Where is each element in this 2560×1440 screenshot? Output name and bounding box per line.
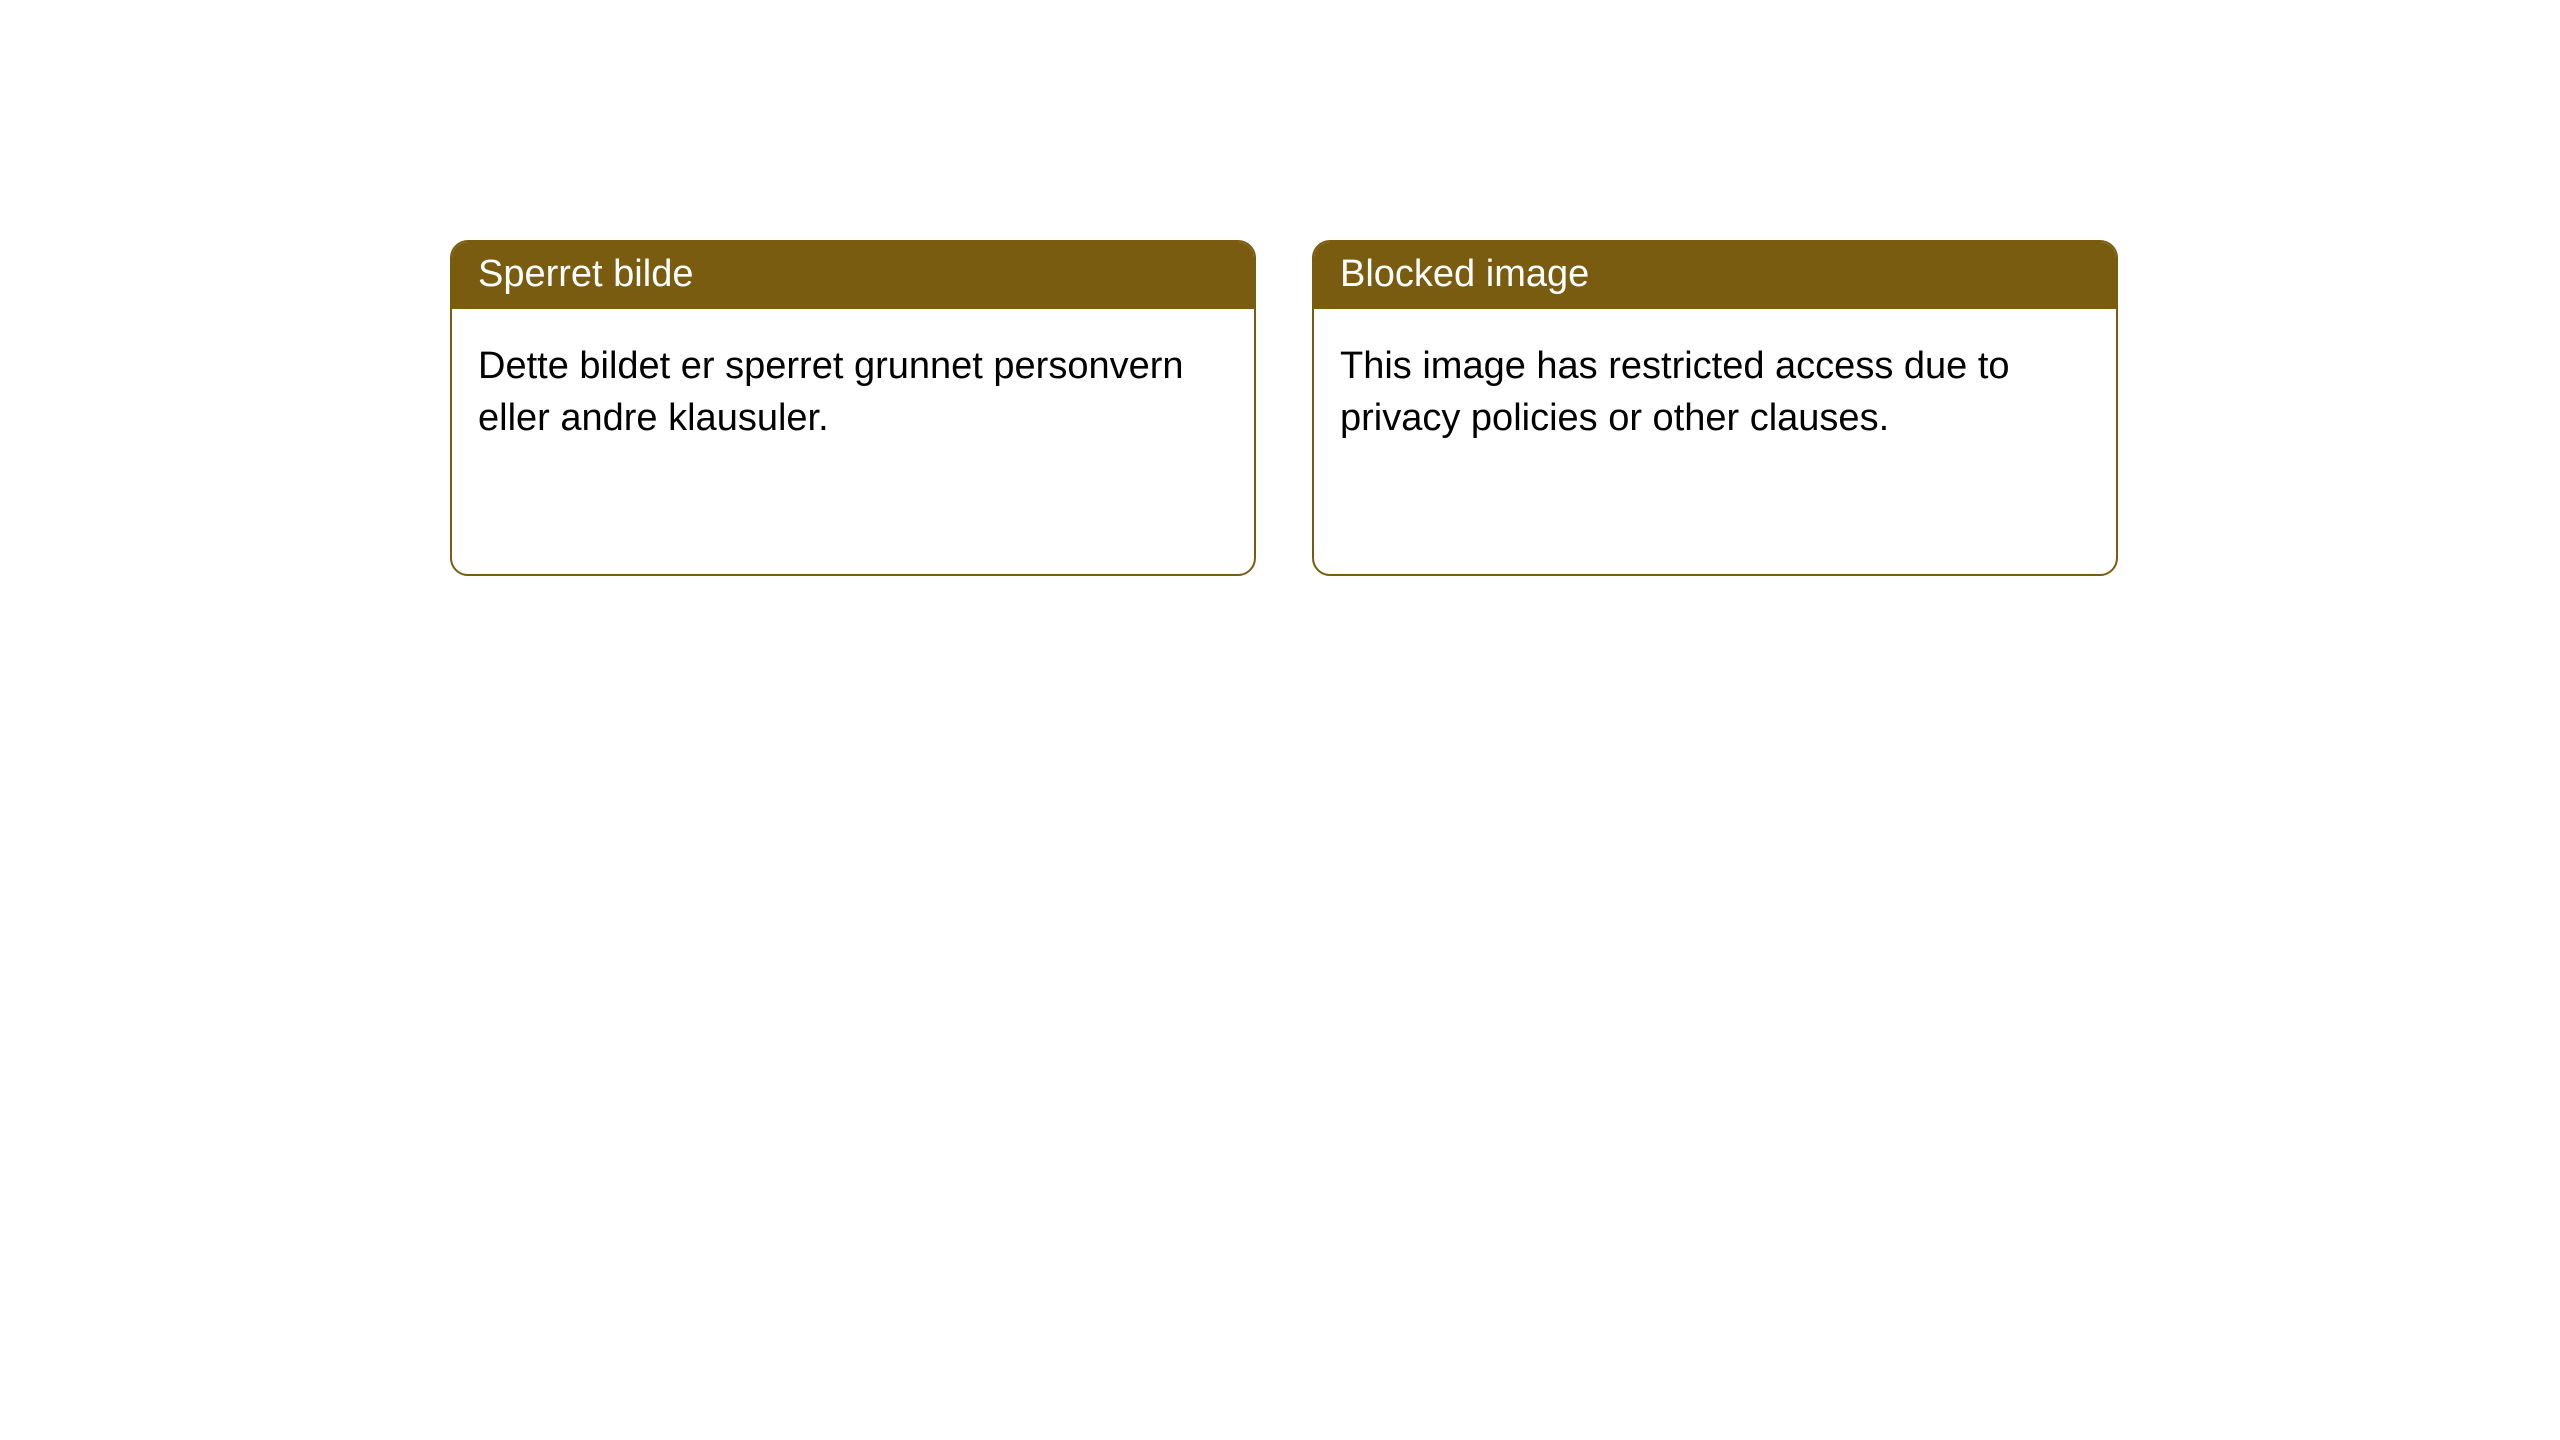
card-body: Dette bildet er sperret grunnet personve… xyxy=(452,309,1254,476)
card-header: Sperret bilde xyxy=(452,242,1254,309)
card-body-text: This image has restricted access due to … xyxy=(1340,345,2010,438)
notice-card-english: Blocked image This image has restricted … xyxy=(1312,240,2118,576)
card-header: Blocked image xyxy=(1314,242,2116,309)
card-body-text: Dette bildet er sperret grunnet personve… xyxy=(478,345,1184,438)
card-body: This image has restricted access due to … xyxy=(1314,309,2116,476)
card-title: Blocked image xyxy=(1340,253,1589,295)
notice-cards-container: Sperret bilde Dette bildet er sperret gr… xyxy=(0,0,2560,576)
notice-card-norwegian: Sperret bilde Dette bildet er sperret gr… xyxy=(450,240,1256,576)
card-title: Sperret bilde xyxy=(478,253,693,295)
